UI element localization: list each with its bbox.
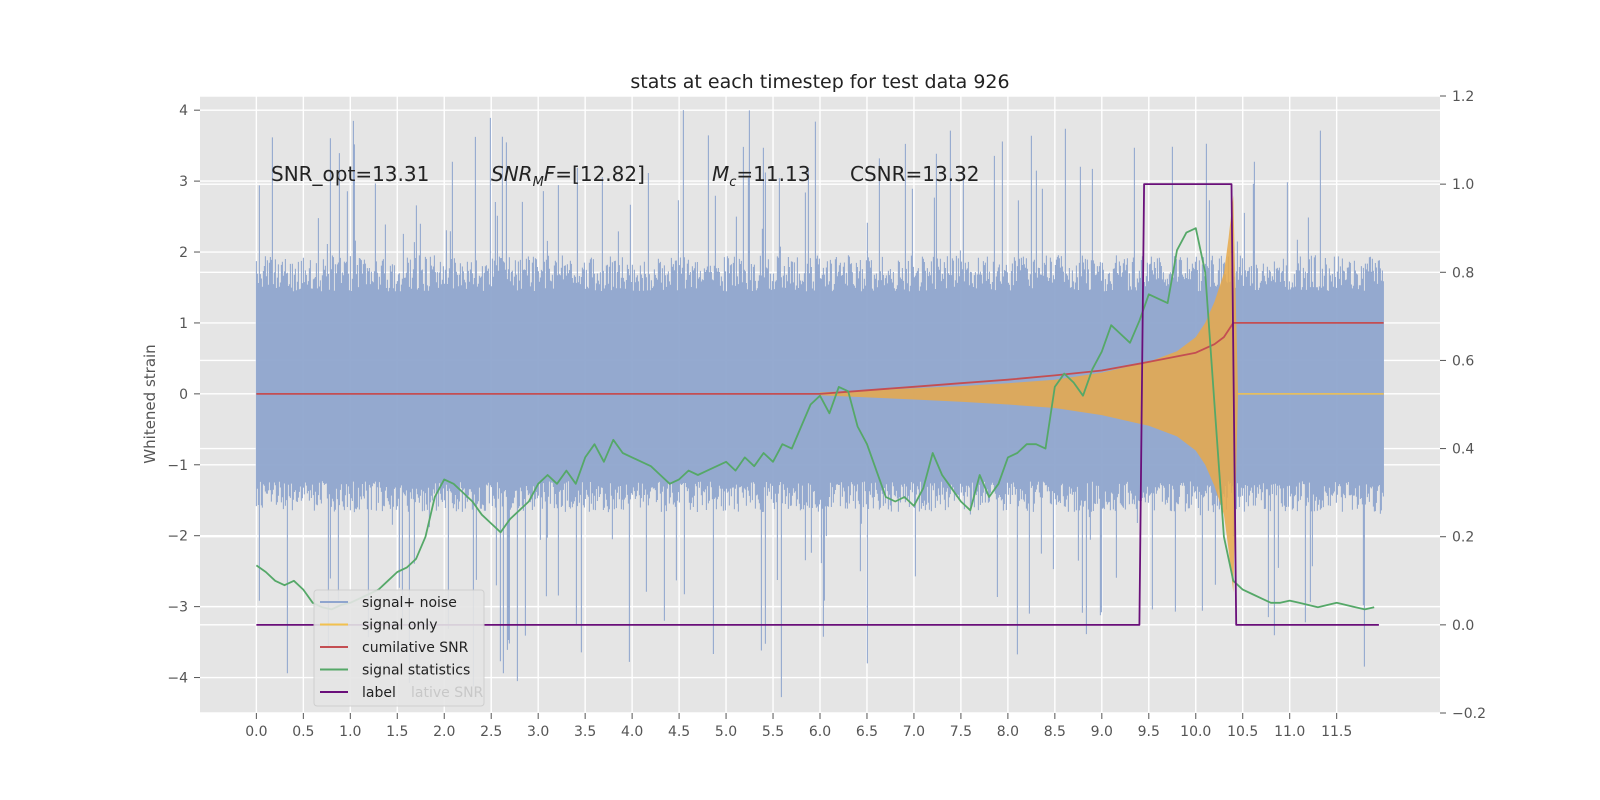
x-tick-label: 11.0	[1274, 724, 1305, 740]
legend-ghost-text: lative SNR	[411, 685, 484, 701]
legend-label: label	[362, 685, 396, 701]
y-tick-label: −3	[167, 600, 188, 616]
y-tick-label: −2	[167, 529, 188, 545]
y2-tick-label: 0.4	[1452, 442, 1474, 458]
x-tick-label: 4.0	[621, 724, 643, 740]
x-tick-label: 8.5	[1044, 724, 1066, 740]
y-tick-label: 1	[179, 316, 188, 332]
y2-tick-label: 1.0	[1452, 177, 1474, 193]
axes: 0.0 0.5 1.0 1.5 2.0 2.5 3.0 3.5 4.0 4.5 5.0 5.5 6.0 6…	[167, 89, 1486, 740]
series-label	[256, 183, 1379, 626]
x-tick-label: 7.0	[903, 724, 925, 740]
x-tick-label: 2.5	[480, 724, 502, 740]
legend-label: cumilative SNR	[362, 640, 469, 656]
series-signal-statistics-line	[255, 227, 1375, 611]
y-tick-label: 2	[179, 245, 188, 261]
y2-tick-label: 0.0	[1452, 618, 1474, 634]
x-tick-label: 0.5	[292, 724, 314, 740]
chart-title: stats at each timestep for test data 926	[630, 71, 1009, 93]
legend-label: signal statistics	[362, 663, 470, 679]
series-signal-only	[820, 195, 1384, 593]
legend-frame	[313, 589, 485, 707]
x-tick-label: 8.0	[997, 724, 1019, 740]
x-tick-label: 11.5	[1321, 724, 1352, 740]
annotation-mc: Mc=11.13	[712, 162, 810, 190]
x-tick-label: 2.0	[433, 724, 455, 740]
y2-tick-label: 0.6	[1452, 353, 1474, 369]
y-tick-label: 4	[179, 103, 188, 119]
y-tick-label: −4	[167, 671, 188, 687]
x-tick-label: 0.0	[245, 724, 267, 740]
legend: signal+ noise signal only cumilative SNR si…	[313, 589, 485, 707]
series-signal-statistics	[255, 227, 1375, 611]
annotation-csnr: CSNR=13.32	[850, 162, 980, 186]
legend-label: signal+ noise	[362, 595, 457, 611]
y2-tick-label: 0.2	[1452, 530, 1474, 546]
x-tick-label: 6.0	[809, 724, 831, 740]
y2-tick-label: 0.8	[1452, 265, 1474, 281]
y-tick-label: 0	[179, 387, 188, 403]
series-layer	[255, 110, 1384, 698]
x-tick-label: 9.5	[1138, 724, 1160, 740]
x-tick-label: 5.0	[715, 724, 737, 740]
x-tick-label: 3.5	[574, 724, 596, 740]
x-tick-label: 10.0	[1180, 724, 1211, 740]
x-tick-label: 1.5	[386, 724, 408, 740]
y2-tick-label: 1.2	[1452, 89, 1474, 105]
y-tick-label: 3	[179, 174, 188, 190]
x-tick-label: 7.5	[950, 724, 972, 740]
x-tick-label: 5.5	[762, 724, 784, 740]
y2-tick-label: −0.2	[1452, 706, 1486, 722]
legend-label: signal only	[362, 618, 437, 634]
x-tick-label: 9.0	[1091, 724, 1113, 740]
y-axis-label: Whitened strain	[141, 344, 159, 463]
signal-only-envelope	[820, 195, 1238, 593]
x-tick-label: 6.5	[856, 724, 878, 740]
series-label-line	[256, 183, 1379, 626]
x-tick-label: 4.5	[668, 724, 690, 740]
x-tick-label: 1.0	[339, 724, 361, 740]
x-tick-label: 10.5	[1227, 724, 1258, 740]
x-tick-label: 3.0	[527, 724, 549, 740]
series-cumulative-snr-line	[256, 321, 1384, 395]
y-tick-label: −1	[167, 458, 188, 474]
annotations: SNR_opt=13.31 SNRMF=[12.82] Mc=11.13 CSNR=1…	[271, 162, 980, 190]
annotation-snr-mf: SNRMF=[12.82]	[491, 162, 645, 190]
series-cumulative-snr	[256, 321, 1384, 395]
annotation-snr-opt: SNR_opt=13.31	[271, 162, 429, 186]
